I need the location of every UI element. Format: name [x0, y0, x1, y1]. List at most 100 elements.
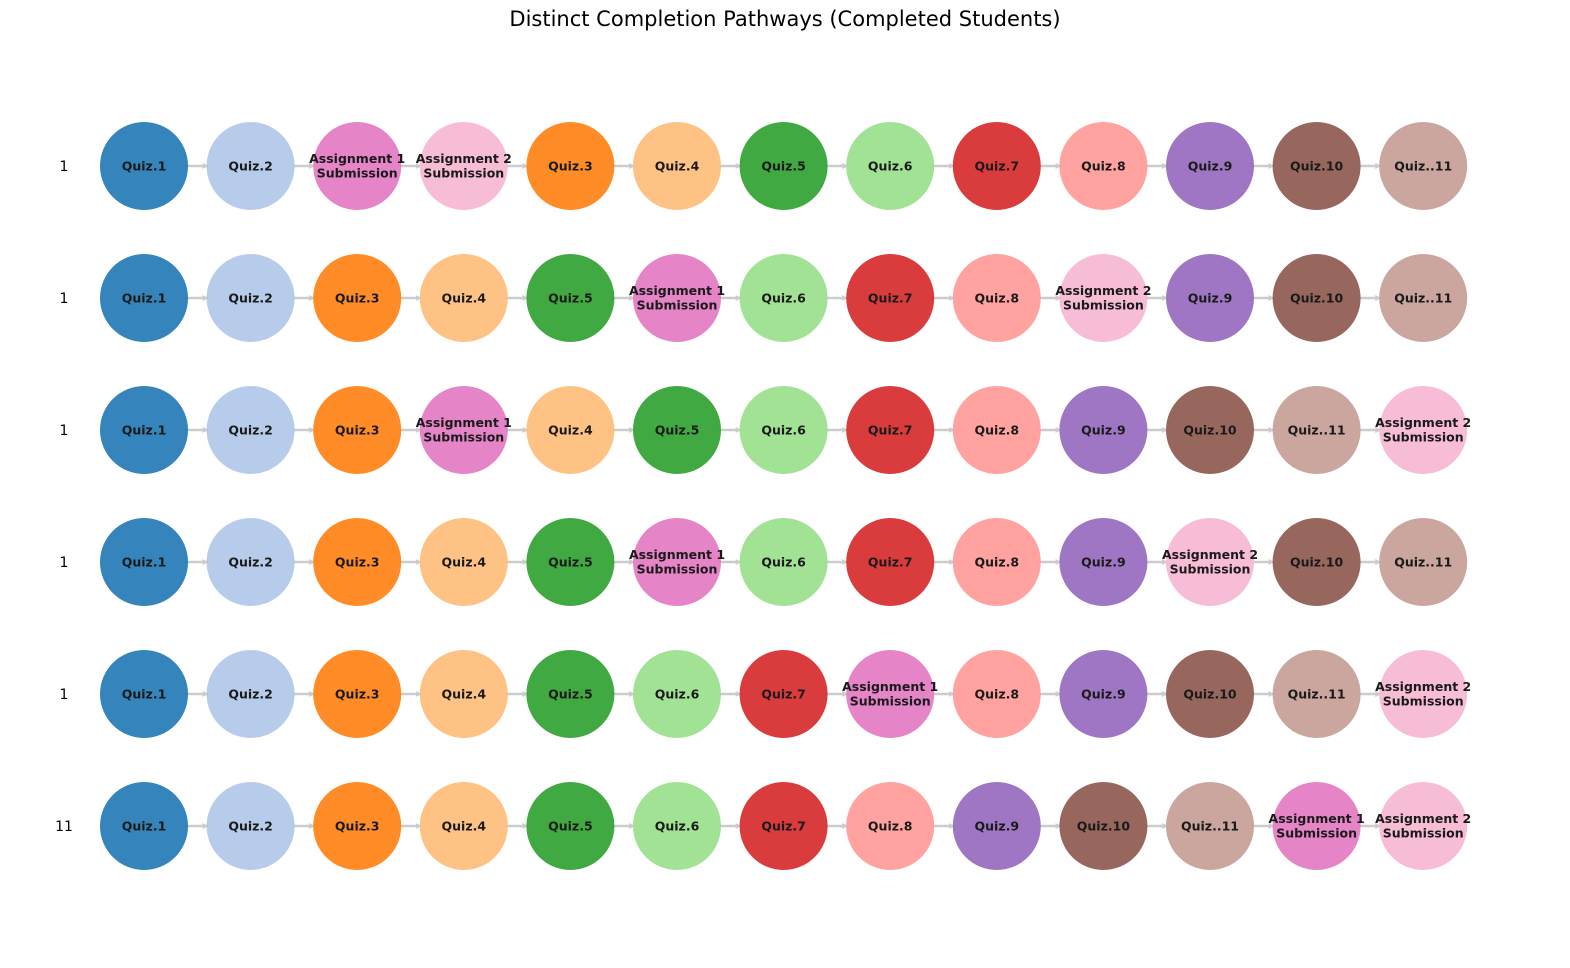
- pathway-node-circle: [1272, 254, 1361, 342]
- pathway-node: Quiz.10: [1272, 518, 1361, 606]
- pathway-node: Quiz.10: [1272, 254, 1361, 342]
- pathway-node-circle: [1166, 650, 1254, 738]
- pathway-node: Quiz.1: [100, 650, 188, 738]
- pathway-node-label: Assignment 1 Submission: [309, 151, 405, 181]
- pathway-node: Quiz.1: [100, 386, 188, 474]
- pathway-node-circle: [1379, 782, 1468, 870]
- pathway-node-circle: [952, 518, 1041, 606]
- pathway-node-circle: [419, 650, 508, 738]
- pathway-node: Quiz.7: [846, 386, 935, 474]
- pathway-node: Quiz.4: [526, 386, 615, 474]
- pathway-node: Assignment 2 Submission: [1055, 254, 1151, 342]
- pathway-node-label: Assignment 2 Submission: [1375, 811, 1471, 841]
- pathway-node: Quiz.5: [633, 386, 721, 474]
- pathway-node-circle: [313, 386, 402, 474]
- pathway-node: Quiz.6: [633, 782, 721, 870]
- pathway-node-circle: [206, 782, 295, 870]
- pathway-count: 1: [60, 687, 69, 703]
- pathway-node-label: Quiz.2: [228, 687, 273, 702]
- pathway-node-circle: [419, 782, 508, 870]
- pathway-node-label: Quiz.10: [1183, 687, 1237, 702]
- pathway-node-circle: [526, 254, 615, 342]
- pathway-node-circle: [633, 386, 721, 474]
- pathway-node-label: Quiz.3: [335, 423, 380, 438]
- pathway-row: 1 Quiz.1 Quiz.2 Quiz.3 Quiz.4 Quiz.5 Assignmen…: [60, 518, 1468, 606]
- pathway-node-circle: [1272, 782, 1361, 870]
- pathway-node-label: Quiz.8: [868, 819, 913, 834]
- pathway-node-circle: [206, 650, 295, 738]
- pathway-node: Quiz..11: [1379, 122, 1468, 210]
- pathway-node-label: Assignment 1 Submission: [1269, 811, 1365, 841]
- pathway-node-circle: [633, 122, 721, 210]
- pathway-node-label: Quiz.6: [655, 819, 700, 834]
- pathway-node-circle: [100, 254, 188, 342]
- pathway-node-label: Quiz.9: [1188, 291, 1233, 306]
- pathway-node-circle: [633, 518, 721, 606]
- pathway-node-circle: [1272, 386, 1361, 474]
- pathway-node-circle: [739, 518, 828, 606]
- pathway-node-circle: [526, 122, 615, 210]
- pathway-node-label: Quiz.5: [548, 687, 593, 702]
- pathway-node-label: Quiz.7: [868, 291, 913, 306]
- pathway-node-circle: [846, 386, 935, 474]
- pathway-node: Quiz.1: [100, 122, 188, 210]
- pathway-node: Quiz..11: [1272, 386, 1361, 474]
- pathway-node: Quiz.2: [206, 386, 295, 474]
- pathway-node-circle: [100, 518, 188, 606]
- pathway-node-label: Quiz.10: [1183, 423, 1237, 438]
- pathway-node-label: Quiz.10: [1290, 555, 1344, 570]
- pathway-node-label: Quiz..11: [1394, 159, 1452, 174]
- pathway-node-circle: [1166, 254, 1254, 342]
- pathway-node-label: Quiz.5: [548, 819, 593, 834]
- pathway-node-circle: [313, 782, 402, 870]
- pathway-node: Assignment 1 Submission: [629, 254, 725, 342]
- pathway-node-circle: [100, 122, 188, 210]
- pathway-node-label: Quiz.6: [761, 291, 806, 306]
- pathway-node-circle: [952, 386, 1041, 474]
- pathway-node-label: Quiz.7: [868, 555, 913, 570]
- pathway-node-label: Assignment 2 Submission: [1375, 415, 1471, 445]
- pathway-node-circle: [419, 254, 508, 342]
- pathway-node: Quiz.6: [739, 254, 828, 342]
- pathway-node-label: Quiz.3: [335, 819, 380, 834]
- pathway-node: Assignment 1 Submission: [309, 122, 405, 210]
- pathway-node-label: Assignment 1 Submission: [629, 547, 725, 577]
- pathway-node-circle: [313, 518, 402, 606]
- pathway-node: Quiz.6: [739, 386, 828, 474]
- pathway-node-label: Quiz.3: [335, 291, 380, 306]
- pathway-node-circle: [952, 782, 1041, 870]
- pathway-node-label: Quiz.4: [548, 423, 593, 438]
- pathway-row: 11 Quiz.1 Quiz.2 Quiz.3 Quiz.4 Quiz.5 Quiz.6 Qu…: [55, 782, 1471, 870]
- pathway-node-label: Quiz.1: [122, 291, 167, 306]
- pathway-node: Quiz.8: [952, 254, 1041, 342]
- pathway-node-circle: [1272, 518, 1361, 606]
- pathway-node: Assignment 2 Submission: [1162, 518, 1258, 606]
- pathway-node-circle: [313, 122, 402, 210]
- pathway-node: Quiz.7: [952, 122, 1041, 210]
- pathway-node: Assignment 1 Submission: [629, 518, 725, 606]
- pathway-node: Quiz.6: [739, 518, 828, 606]
- pathway-count: 1: [60, 423, 69, 439]
- pathway-node-circle: [1166, 122, 1254, 210]
- pathway-node: Quiz.6: [846, 122, 935, 210]
- pathway-node-label: Quiz..11: [1288, 423, 1346, 438]
- pathway-node-label: Quiz.1: [122, 159, 167, 174]
- pathway-node: Quiz.7: [846, 518, 935, 606]
- pathway-node-circle: [1059, 122, 1148, 210]
- pathway-node-circle: [100, 650, 188, 738]
- pathway-node-circle: [1059, 518, 1148, 606]
- pathway-node-label: Assignment 2 Submission: [416, 151, 512, 181]
- pathway-rows: 1 Quiz.1 Quiz.2 Assignment 1 Submission Assig…: [55, 122, 1471, 870]
- pathway-node: Quiz.10: [1272, 122, 1361, 210]
- pathway-node: Quiz.9: [1059, 518, 1148, 606]
- pathway-node-label: Quiz.5: [548, 555, 593, 570]
- pathway-node-label: Assignment 1 Submission: [416, 415, 512, 445]
- pathway-node-label: Quiz.9: [1188, 159, 1233, 174]
- pathway-node: Quiz..11: [1379, 518, 1468, 606]
- pathway-node-label: Quiz.1: [122, 819, 167, 834]
- pathway-node-label: Assignment 1 Submission: [842, 679, 938, 709]
- pathway-node-label: Quiz.2: [228, 159, 273, 174]
- pathway-node-label: Quiz.8: [975, 555, 1020, 570]
- pathway-node-label: Quiz..11: [1181, 819, 1239, 834]
